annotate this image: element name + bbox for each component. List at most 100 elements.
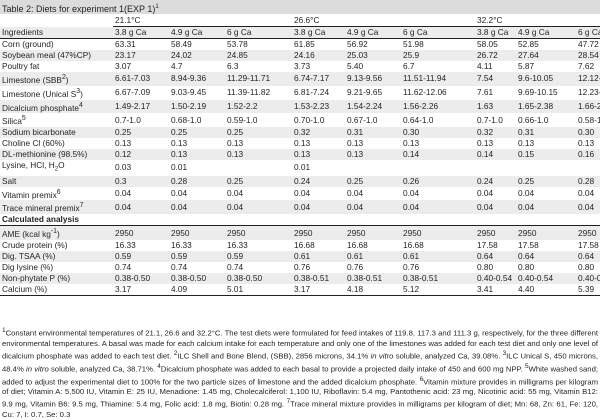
table-cell: 6.67-7.09 — [115, 87, 151, 98]
table-cell: 8.94-9.36 — [171, 73, 207, 84]
table-cell: 0.28 — [578, 175, 595, 186]
table-cell: 6.81-7.24 — [294, 87, 330, 98]
table-row: Dig lysine (%) 0.74 0.74 0.74 0.76 0.76 0.76 0.… — [0, 262, 600, 273]
row-label-suffix: O — [58, 160, 65, 171]
table-cell: 9.13-9.56 — [347, 73, 383, 84]
table-cell: 5.87 — [518, 61, 535, 71]
table-cell: 17.58 — [477, 240, 498, 251]
table-cell: 51.98 — [403, 39, 424, 49]
table-cell: 0.25 — [171, 127, 188, 138]
ca-level-header: 4.9 g Ca — [516, 26, 576, 39]
table-cell: 0.25 — [115, 127, 132, 138]
table-cell: 1.54-2.24 — [347, 100, 383, 111]
table-cell: 0.80 — [518, 262, 535, 273]
table-cell: 1.56-2.26 — [403, 100, 439, 111]
table-cell: 12.23-12.69 — [578, 87, 600, 98]
row-label: Poultry fat — [0, 61, 113, 72]
table-cell: 0.59 — [171, 251, 188, 262]
ca-level-header: 6 g Ca — [576, 26, 600, 39]
table-cell: 6.61-7.03 — [115, 73, 151, 84]
ca-level-header: 6 g Ca — [225, 26, 292, 39]
table-cell: 16.68 — [403, 240, 424, 251]
table-cell: 7.62 — [578, 61, 595, 71]
table-cell: 0.32 — [294, 127, 311, 138]
row-label: Salt — [0, 176, 113, 187]
table-cell: 63.31 — [115, 39, 136, 49]
table-cell: 0.61 — [294, 251, 311, 262]
row-label: Soybean meal (47%CP) — [0, 50, 113, 61]
table-row: Lysine, HCl, H2O 0.03 0.01 0.01 — [0, 160, 600, 176]
table-cell: 0.70-1.0 — [294, 114, 325, 125]
table-footnotes: 1Constant environmental temperatures of … — [2, 327, 598, 420]
table-cell: 7.54 — [477, 73, 494, 84]
row-label-text: Choline Cl (60%) — [2, 138, 65, 149]
table-cell: 2950 — [576, 225, 600, 241]
table-row: Vitamin premix6 0.04 0.04 0.04 0.04 0.04 0.04 0… — [0, 187, 600, 201]
row-label: Corn (ground) — [0, 39, 113, 51]
table-row: Corn (ground) 63.31 58.49 53.78 61.85 56.92 51… — [0, 39, 600, 51]
row-label-suffix: ) — [65, 74, 69, 85]
table-cell: 1.63 — [477, 100, 494, 111]
row-label-text: Poultry fat — [2, 61, 40, 71]
table-cell: 9.03-9.45 — [171, 87, 207, 98]
footnote-mark: 3 — [76, 87, 81, 95]
table-cell: 0.14 — [477, 149, 494, 160]
table-cell: 0.26 — [403, 175, 420, 186]
table-cell: 25.9 — [403, 50, 420, 60]
table-cell: 0.76 — [347, 262, 364, 273]
row-label: Trace mineral premix7 — [0, 200, 113, 214]
footnote-mark: 6 — [56, 188, 61, 196]
diet-table-body: 21.1°C 26.6°C 32.2°C Ingredients 3.8 g C… — [0, 14, 600, 296]
table-cell: 0.25 — [227, 175, 244, 186]
table-cell: 0.15 — [518, 149, 535, 160]
table-cell: 0.13 — [347, 138, 364, 149]
table-cell: 0.61 — [347, 251, 364, 262]
table-cell: 5.40 — [347, 61, 364, 71]
table-cell: 0.04 — [477, 188, 494, 199]
table-row: Poultry fat 3.07 4.7 6.3 3.73 5.40 6.7 4.11 5.87… — [0, 61, 600, 72]
footnote-mark: 2 — [61, 74, 66, 81]
table-cell: 0.13 — [294, 138, 311, 149]
table-cell: 9.21-9.65 — [347, 87, 383, 98]
table-cell: 0.14 — [403, 149, 420, 160]
table-cell: 28.54 — [578, 50, 599, 60]
table-cell: 11.29-11.71 — [227, 73, 271, 84]
ca-level-header: 6 g Ca — [401, 26, 475, 39]
table-cell — [475, 160, 516, 176]
row-label: Lysine, HCl, H2O — [0, 160, 113, 176]
table-cell: 0.40-0.54 — [477, 273, 513, 284]
table-cell: 0.04 — [171, 188, 188, 199]
table-cell: 1.50-2.19 — [171, 100, 207, 111]
table-cell: 2950 — [401, 225, 475, 241]
temperature-header-row: 21.1°C 26.6°C 32.2°C — [0, 14, 600, 27]
row-label-text: Trace mineral premix — [2, 203, 80, 214]
footnote-mark: 4 — [79, 101, 83, 109]
table-cell: 0.04 — [578, 201, 595, 212]
table-cell: 0.24 — [477, 175, 494, 186]
table-row: Salt 0.3 0.28 0.25 0.24 0.25 0.26 0.24 0.25 0.28 — [0, 175, 600, 187]
table-cell: 0.59 — [115, 251, 132, 262]
footnote-mark: 5 — [21, 115, 26, 123]
table-cell: 3.73 — [294, 61, 311, 71]
table-cell — [401, 160, 475, 176]
table-row: Silica5 0.7-1.0 0.68-1.0 0.59-1.0 0.70-1.0 0.… — [0, 113, 600, 127]
table-cell: 0.30 — [403, 127, 420, 138]
table-cell: 0.61 — [403, 251, 420, 262]
table-cell: 0.40-0.54 — [578, 273, 600, 284]
row-label: Sodium bicarbonate — [0, 127, 113, 138]
footnote-mark: 7 — [79, 202, 84, 210]
table-cell: 0.40-0.54 — [518, 273, 554, 284]
table-cell: 4.40 — [516, 284, 576, 296]
table-cell: 3.41 — [475, 284, 516, 296]
table-cell: 3.17 — [292, 284, 345, 296]
table-cell: 0.04 — [347, 188, 364, 199]
table-cell — [576, 160, 600, 176]
table-cell: 53.78 — [227, 39, 248, 49]
table-cell: 2950 — [225, 225, 292, 241]
table-cell: 47.72 — [578, 39, 599, 49]
table-cell — [225, 160, 292, 176]
row-label: Non-phytate P (%) — [0, 273, 113, 284]
table-row: Crude protein (%) 16.33 16.33 16.33 16.68 16.… — [0, 240, 600, 251]
temperature-header: 32.2°C — [475, 14, 600, 27]
